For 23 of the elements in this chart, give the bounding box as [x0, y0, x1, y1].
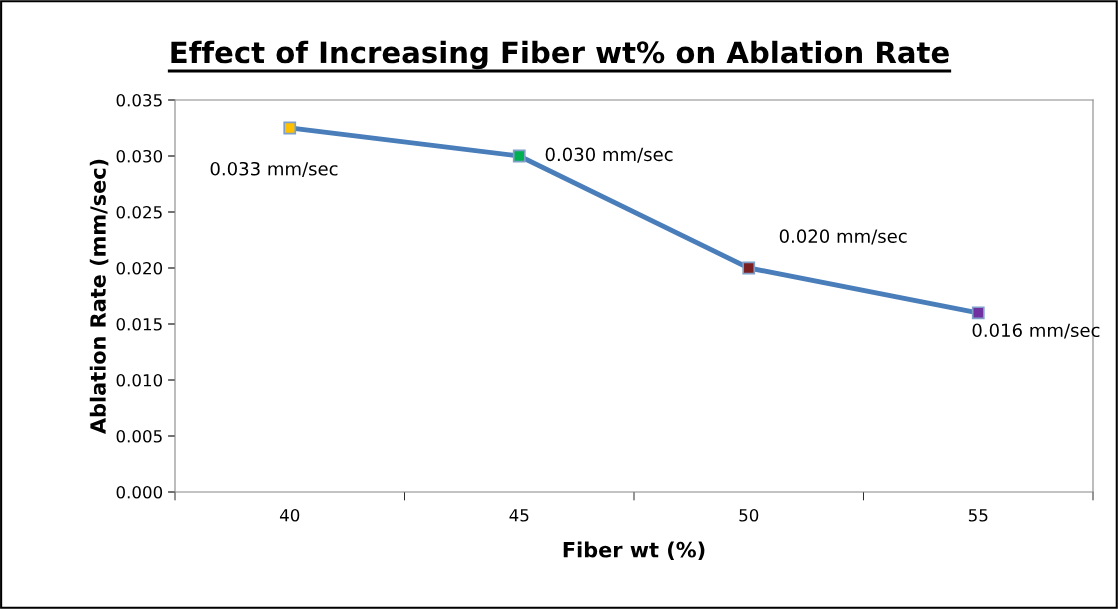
y-tick-label: 0.000 — [116, 485, 163, 499]
y-axis-title: Ablation Rate (mm/sec) — [89, 159, 109, 434]
x-tick-label: 50 — [739, 508, 759, 522]
point — [971, 306, 985, 320]
x-tick-label: 40 — [279, 508, 300, 522]
y-tick-label: 0.025 — [116, 205, 162, 219]
point — [512, 149, 526, 163]
x-axis-title: Fiber wt (%) — [563, 541, 705, 561]
data-label: 0.033 mm/sec — [210, 161, 338, 177]
y-tick-label: 0.015 — [116, 317, 162, 331]
chart-title: Effect of Increasing Fiber wt% on Ablation Rate — [171, 40, 949, 70]
y-tick-label: 0.010 — [116, 373, 163, 387]
y-tick-label: 0.035 — [116, 93, 162, 107]
y-tick-label: 0.030 — [116, 149, 163, 163]
data-label: 0.030 mm/sec — [545, 147, 673, 163]
point — [742, 261, 756, 275]
y-tick-label: 0.020 — [116, 261, 163, 275]
x-tick-label: 55 — [968, 509, 988, 522]
y-tick-label: 0.005 — [116, 429, 162, 443]
point — [283, 121, 297, 135]
data-label: 0.020 mm/sec — [779, 229, 907, 245]
x-tick-label: 45 — [509, 509, 529, 522]
data-label: 0.016 mm/sec — [972, 323, 1100, 339]
